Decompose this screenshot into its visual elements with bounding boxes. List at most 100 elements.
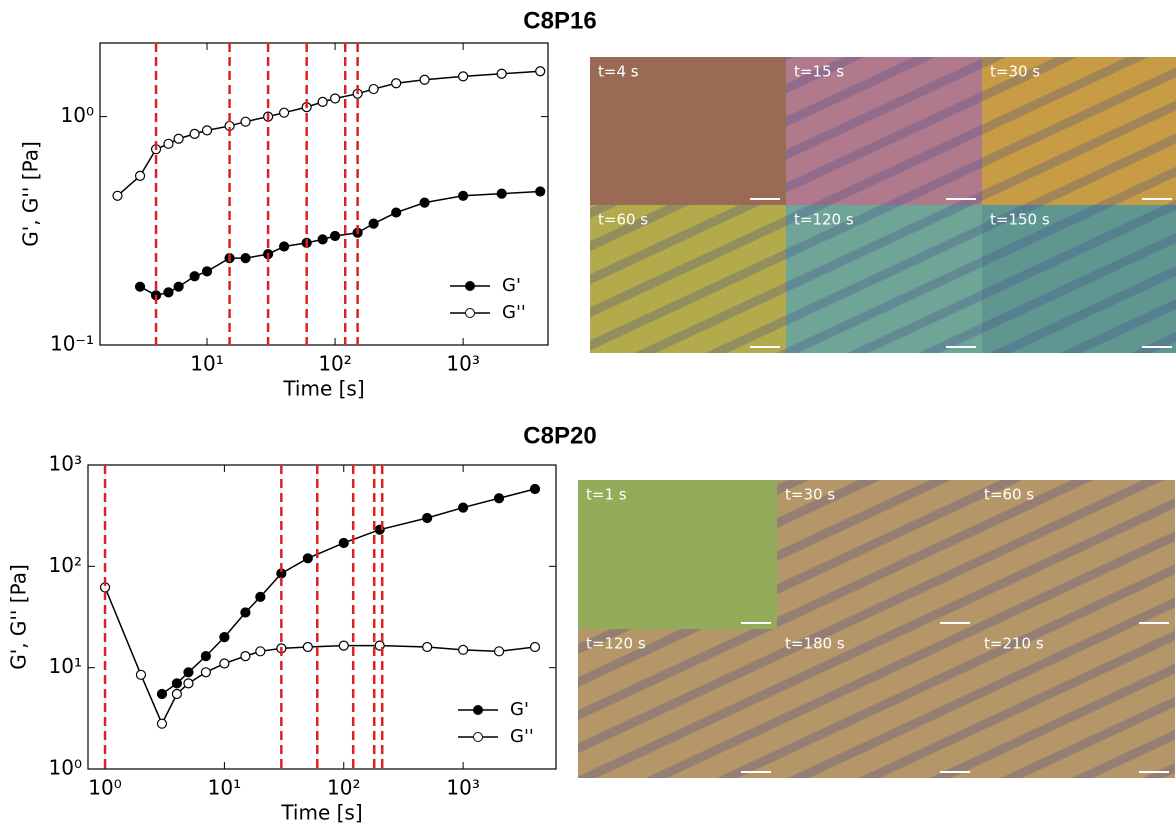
data-point [302, 553, 313, 564]
data-point [173, 281, 184, 292]
micrograph-label: t=1 s [586, 486, 627, 504]
data-point [183, 678, 194, 689]
data-point [201, 266, 213, 277]
data-point [163, 138, 174, 149]
data-point [422, 641, 433, 653]
x-tick-label: 10¹ [208, 776, 241, 800]
x-tick-label: 10³ [446, 352, 479, 376]
micrograph-texture [976, 629, 1175, 778]
micrograph-label: t=30 s [785, 486, 835, 504]
data-point [458, 644, 469, 655]
data-point [317, 96, 328, 107]
data-point [338, 537, 349, 549]
data-point [419, 74, 430, 85]
micrograph-label: t=150 s [990, 211, 1050, 229]
data-point [171, 678, 182, 689]
y-tick-label: 10³ [49, 452, 82, 476]
data-point [200, 667, 212, 678]
data-point [302, 641, 313, 653]
data-point [529, 641, 541, 653]
x-tick-label: 10¹ [190, 352, 223, 376]
y-tick-label: 10¹ [49, 654, 82, 678]
y-axis-label: G', G'' [Pa] [19, 141, 43, 247]
micrograph-texture [590, 205, 786, 353]
micrograph-label: t=60 s [984, 486, 1034, 504]
data-point [535, 66, 546, 77]
data-point [419, 197, 430, 208]
data-point [163, 287, 174, 298]
data-point [368, 218, 379, 229]
data-point [493, 646, 505, 657]
micrograph-texture [777, 629, 976, 778]
data-point [134, 281, 146, 292]
x-tick-label: 10³ [446, 776, 479, 800]
data-point [112, 190, 123, 201]
legend-label: G' [502, 275, 521, 296]
data-point [171, 688, 182, 700]
data-point [493, 493, 505, 504]
data-point [201, 125, 213, 136]
legend-label: G'' [502, 302, 526, 323]
data-point [458, 190, 469, 201]
series-line [117, 70, 541, 197]
data-point [156, 718, 168, 729]
micrograph-label: t=120 s [586, 635, 646, 653]
series-line [104, 587, 536, 726]
micrograph-texture [786, 205, 982, 353]
legend-marker [465, 281, 475, 291]
series-line [139, 190, 541, 297]
data-point [200, 651, 212, 662]
data-point [134, 170, 146, 181]
y-tick-label: 10² [49, 553, 82, 577]
x-tick-label: 10² [318, 352, 351, 376]
x-axis-label: Time [s] [280, 801, 362, 825]
data-point [317, 234, 328, 245]
micrograph-label: t=120 s [794, 211, 854, 229]
data-point [279, 241, 290, 252]
micrograph-texture [786, 57, 982, 205]
micrograph-label: t=4 s [598, 63, 639, 81]
legend-marker [473, 705, 483, 715]
plot-frame [99, 42, 549, 346]
data-point [240, 116, 251, 127]
data-point [329, 230, 341, 242]
data-point [368, 83, 379, 95]
data-point [240, 651, 251, 662]
data-point [329, 93, 341, 104]
micrograph-label: t=210 s [984, 635, 1044, 653]
legend-marker [473, 732, 483, 742]
y-axis-label: G', G'' [Pa] [7, 564, 31, 670]
y-tick-label: 10⁻¹ [50, 332, 94, 356]
micrograph-texture [982, 57, 1176, 205]
micrograph-texture [976, 480, 1175, 629]
plot-frame [87, 464, 557, 770]
micrograph [578, 480, 777, 629]
data-point [338, 640, 349, 651]
data-point [279, 107, 290, 118]
micrograph-texture [578, 629, 777, 778]
data-point [255, 646, 266, 657]
data-point [240, 253, 251, 264]
plot: 10¹ 10² 10³ 10⁻¹ 10⁰ Time [s] G', G'' [Pa] G' G'… [19, 42, 549, 401]
legend-label: G' [510, 699, 529, 720]
data-point [422, 512, 433, 524]
micrograph-texture [777, 480, 976, 629]
data-point [219, 658, 230, 669]
data-point [458, 71, 469, 82]
micrograph [590, 57, 786, 205]
micrograph-texture [982, 205, 1176, 353]
data-point [391, 207, 402, 218]
chart-title: C8P16 [523, 7, 596, 34]
data-point [173, 133, 184, 144]
legend-marker [465, 308, 475, 318]
y-tick-label: 10⁰ [49, 756, 82, 780]
micrograph-label: t=60 s [598, 211, 648, 229]
data-point [391, 78, 402, 89]
x-axis-label: Time [s] [282, 377, 364, 401]
data-point [240, 607, 251, 618]
plot: 10⁰ 10¹ 10² 10³ 10⁰ 10¹ 10² 10³ Time [s] G', G'' … [7, 452, 557, 825]
data-point [189, 128, 200, 139]
x-tick-label: 10² [327, 776, 360, 800]
x-tick-label: 10⁰ [88, 776, 121, 800]
data-point [496, 68, 507, 79]
